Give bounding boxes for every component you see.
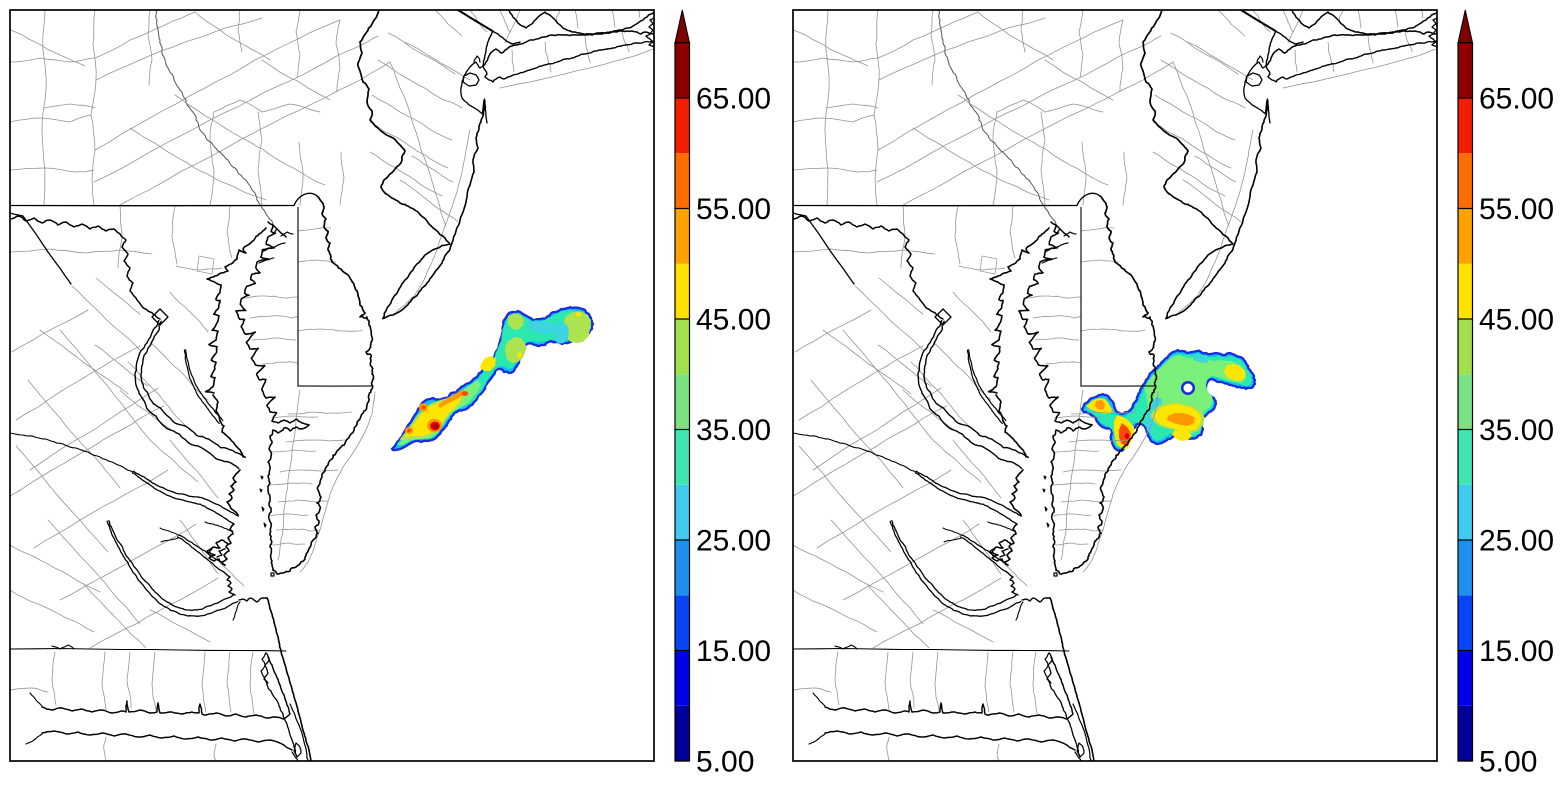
svg-text:25.00: 25.00 xyxy=(1479,525,1554,558)
svg-text:55.00: 55.00 xyxy=(1479,193,1554,226)
svg-text:25.00: 25.00 xyxy=(696,525,771,558)
svg-text:55.00: 55.00 xyxy=(696,193,771,226)
svg-text:65.00: 65.00 xyxy=(696,83,771,116)
svg-text:35.00: 35.00 xyxy=(1479,414,1554,447)
svg-text:15.00: 15.00 xyxy=(696,635,771,668)
svg-text:5.00: 5.00 xyxy=(696,746,754,779)
svg-text:5.00: 5.00 xyxy=(1479,746,1537,779)
svg-text:45.00: 45.00 xyxy=(696,304,771,337)
svg-text:15.00: 15.00 xyxy=(1479,635,1554,668)
svg-text:65.00: 65.00 xyxy=(1479,83,1554,116)
svg-text:35.00: 35.00 xyxy=(696,414,771,447)
svg-text:45.00: 45.00 xyxy=(1479,304,1554,337)
